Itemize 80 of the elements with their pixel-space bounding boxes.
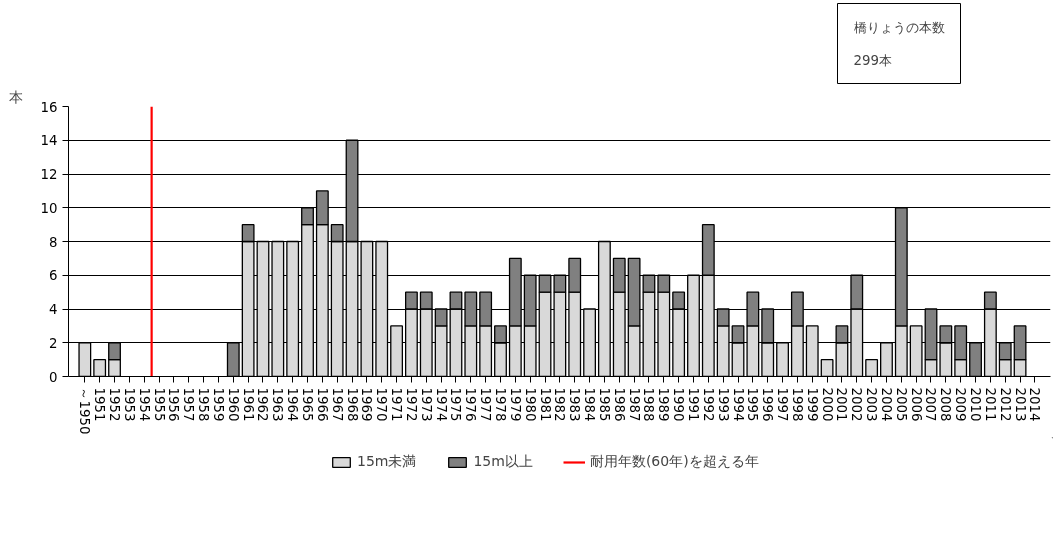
x-tick-label: 1978 [492,387,508,422]
x-tick-label: 1998 [789,387,805,422]
x-tick-label: 2004 [878,387,894,422]
legend-label: 15m未満 [357,453,417,471]
x-tick-label: 1995 [745,387,761,422]
x-tick-label: 1970 [374,387,390,422]
x-tick-label: 1972 [403,387,419,422]
x-tick-label: 1963 [270,387,286,422]
y-axis-title: 本 [8,88,23,105]
x-tick-label: 2003 [864,387,880,422]
x-tick-label: 2013 [1012,387,1028,422]
x-tick-label: 1973 [418,387,434,422]
x-tick-label: 1951 [92,387,108,422]
y-tick-label: 14 [40,133,58,149]
x-tick-label: 2014 [1027,387,1043,422]
x-tick-label: 1961 [240,387,256,422]
x-tick-label: 1991 [685,387,701,422]
x-tick-label: 1997 [775,387,791,422]
x-tick-label: 2006 [908,387,924,422]
x-tick-label: 1974 [433,387,449,422]
x-tick-label: 1959 [210,387,226,422]
x-tick-label: 1993 [715,387,731,422]
text: 橋りょうの本数 [853,19,945,35]
x-tick-label: 1966 [314,387,330,422]
legend-label: 15m以上 [473,453,533,471]
x-tick-label: 1953 [121,387,137,422]
x-tick-label: 1992 [700,387,716,422]
y-tick-label: 10 [40,200,58,216]
x-tick-label: 2001 [834,387,850,422]
x-tick-label: 1964 [285,387,301,422]
x-tick-label: 1984 [582,387,598,422]
x-tick-label: 1956 [166,387,182,422]
x-tick-label: 1954 [136,387,152,422]
x-tick-label: 1960 [225,387,241,422]
y-tick-label: 4 [49,302,58,317]
x-tick-label: 1988 [641,387,657,422]
x-tick-label: 2007 [923,387,939,422]
x-tick-label: 1982 [552,387,568,422]
legend-label: 耐用年数(60年)を超える年 [589,453,759,471]
x-tick-label: 1994 [730,387,746,422]
y-tick-label: 12 [40,167,58,182]
y-tick-label: 0 [49,369,58,385]
x-tick-label: 2008 [938,387,954,422]
x-tick-label: 1990 [671,387,687,422]
x-tick-label: 1996 [760,387,776,422]
x-tick-label: 1968 [344,387,360,422]
x-tick-label: 2010 [968,387,984,422]
x-tick-label: 1967 [329,387,345,422]
x-tick-label: 1962 [255,387,271,422]
x-tick-label: 1980 [522,387,538,422]
x-tick-label: ～1950 [77,387,93,435]
x-tick-label: 2002 [849,387,865,422]
x-tick-label: 1999 [804,387,820,422]
x-tick-label: 1952 [107,387,123,422]
x-tick-label: 1958 [196,387,212,422]
x-tick-label: 1965 [300,387,316,422]
x-tick-label: 1981 [537,387,553,422]
x-tick-label: 2005 [893,387,909,422]
x-tick-label: 2012 [997,387,1013,422]
x-tick-label: 1989 [656,387,672,422]
x-tick-label: 1987 [626,387,642,422]
y-tick-label: 16 [40,99,58,115]
x-tick-label: 2009 [953,387,969,422]
x-tick-label: 1971 [389,387,405,422]
text: 299本 [853,52,892,68]
x-tick-label: 1986 [611,387,627,422]
x-tick-label: 1979 [507,387,523,422]
x-tick-label: 2000 [819,387,835,422]
x-tick-label: 1983 [567,387,583,422]
x-tick-label: 1957 [181,387,197,422]
y-tick-label: 6 [49,268,58,284]
x-tick-label: 1969 [359,387,375,422]
x-tick-label: 1977 [478,387,494,422]
x-tick-label: 2011 [982,387,998,422]
y-tick-label: 2 [49,335,58,351]
x-tick-label: 1976 [463,387,479,422]
x-tick-label: 1985 [596,387,612,422]
x-tick-label: 1975 [448,387,464,422]
x-tick-label: 1955 [151,387,167,422]
y-tick-label: 8 [49,234,58,250]
